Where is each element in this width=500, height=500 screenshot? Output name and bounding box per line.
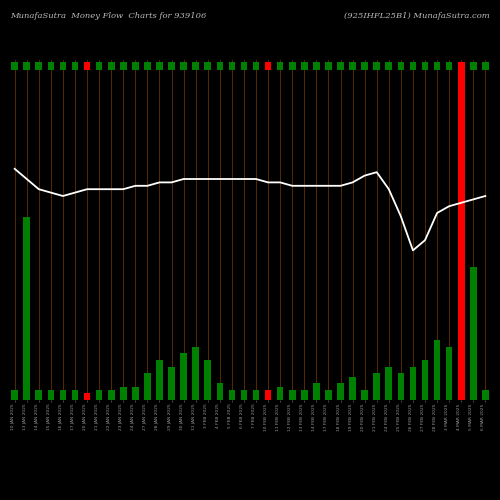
Bar bbox=[48, 62, 54, 70]
Bar bbox=[12, 62, 18, 70]
Bar bbox=[362, 390, 368, 400]
Bar bbox=[12, 390, 18, 400]
Bar bbox=[252, 390, 260, 400]
Bar bbox=[289, 62, 296, 70]
Bar bbox=[301, 62, 308, 70]
Bar bbox=[108, 390, 114, 400]
Bar bbox=[192, 346, 199, 400]
Bar bbox=[265, 390, 272, 400]
Bar bbox=[265, 62, 272, 70]
Bar bbox=[422, 360, 428, 400]
Bar bbox=[24, 216, 30, 400]
Text: (925IHFL25B1) MunafaSutra.com: (925IHFL25B1) MunafaSutra.com bbox=[344, 12, 490, 20]
Bar bbox=[350, 376, 356, 400]
Bar bbox=[36, 390, 42, 400]
Bar bbox=[482, 390, 488, 400]
Bar bbox=[240, 390, 248, 400]
Bar bbox=[446, 346, 452, 400]
Bar bbox=[386, 366, 392, 400]
Bar bbox=[228, 390, 235, 400]
Text: MunafaSutra  Money Flow  Charts for 939106: MunafaSutra Money Flow Charts for 939106 bbox=[10, 12, 206, 20]
Bar bbox=[36, 62, 42, 70]
Bar bbox=[216, 384, 223, 400]
Bar bbox=[72, 62, 78, 70]
Bar bbox=[434, 62, 440, 70]
Bar bbox=[204, 62, 211, 70]
Bar bbox=[301, 390, 308, 400]
Bar bbox=[277, 386, 283, 400]
Bar bbox=[228, 62, 235, 70]
Bar bbox=[337, 62, 344, 70]
Bar bbox=[72, 390, 78, 400]
Bar bbox=[204, 360, 211, 400]
Bar bbox=[96, 62, 102, 70]
Bar bbox=[132, 386, 138, 400]
Bar bbox=[434, 340, 440, 400]
Bar bbox=[156, 62, 163, 70]
Bar bbox=[84, 62, 90, 70]
Bar bbox=[252, 62, 260, 70]
Bar bbox=[168, 62, 175, 70]
Bar bbox=[60, 390, 66, 400]
Bar bbox=[216, 62, 223, 70]
Bar bbox=[410, 366, 416, 400]
Bar bbox=[398, 374, 404, 400]
Bar bbox=[313, 384, 320, 400]
Bar bbox=[144, 62, 150, 70]
Bar bbox=[240, 62, 248, 70]
Bar bbox=[325, 62, 332, 70]
Bar bbox=[108, 62, 114, 70]
Bar bbox=[277, 62, 283, 70]
Bar bbox=[289, 390, 296, 400]
Bar bbox=[132, 62, 138, 70]
Bar bbox=[350, 62, 356, 70]
Bar bbox=[470, 62, 476, 70]
Bar bbox=[374, 374, 380, 400]
Bar bbox=[337, 384, 344, 400]
Bar bbox=[60, 62, 66, 70]
Bar bbox=[313, 62, 320, 70]
Bar bbox=[325, 390, 332, 400]
Bar bbox=[470, 266, 476, 400]
Bar bbox=[192, 62, 199, 70]
Bar bbox=[48, 390, 54, 400]
Bar bbox=[446, 62, 452, 70]
Bar bbox=[458, 67, 464, 400]
Bar bbox=[386, 62, 392, 70]
Bar bbox=[24, 62, 30, 70]
Bar bbox=[120, 386, 126, 400]
Bar bbox=[144, 374, 150, 400]
Bar bbox=[180, 354, 187, 400]
Bar bbox=[458, 62, 464, 70]
Bar bbox=[398, 62, 404, 70]
Bar bbox=[422, 62, 428, 70]
Bar bbox=[168, 366, 175, 400]
Bar bbox=[362, 62, 368, 70]
Bar bbox=[180, 62, 187, 70]
Bar bbox=[96, 390, 102, 400]
Bar bbox=[410, 62, 416, 70]
Bar bbox=[374, 62, 380, 70]
Bar bbox=[120, 62, 126, 70]
Bar bbox=[482, 62, 488, 70]
Bar bbox=[84, 394, 90, 400]
Bar bbox=[156, 360, 163, 400]
